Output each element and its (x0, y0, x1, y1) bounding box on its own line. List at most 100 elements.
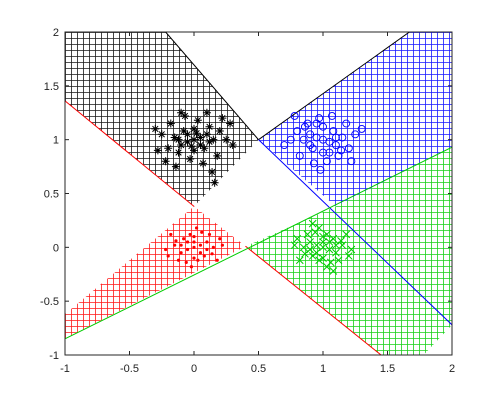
data-point (322, 157, 331, 166)
data-point (208, 167, 217, 176)
x-tick-label: 1.5 (380, 363, 395, 375)
series-3-dot-points (164, 226, 224, 269)
data-point (319, 243, 327, 252)
data-point (293, 127, 302, 136)
data-point (329, 267, 338, 275)
data-point (198, 251, 203, 255)
axis-ticks: -1 -0.5 0 0.5 1 1.5 2 -1 -0.5 0 0.5 1 1.5 2 (40, 27, 455, 375)
data-point (207, 232, 212, 237)
data-point (183, 137, 192, 146)
data-point (209, 135, 218, 144)
data-point (228, 141, 237, 150)
x-tick-label: 2 (449, 363, 455, 375)
data-point (171, 162, 180, 171)
data-point (188, 232, 192, 237)
data-point (205, 240, 209, 244)
y-tick-label: 1 (53, 135, 59, 147)
data-point (196, 258, 200, 262)
data-point (323, 230, 331, 239)
data-point (332, 241, 340, 250)
data-point (166, 119, 175, 128)
y-tick-label: 2 (53, 27, 59, 39)
data-point (315, 256, 323, 265)
boundary-line-4 (245, 245, 382, 355)
data-point (222, 135, 231, 144)
data-point (193, 116, 202, 125)
data-point (179, 127, 188, 136)
data-point (316, 165, 325, 174)
decision-boundaries (65, 32, 452, 355)
data-point (205, 122, 214, 131)
data-point (295, 151, 304, 160)
data-point (325, 148, 334, 157)
data-point (303, 230, 312, 239)
data-point (187, 142, 196, 151)
data-point (331, 141, 340, 150)
data-point (226, 119, 235, 128)
data-point (192, 256, 196, 260)
decision-region-4 (245, 147, 452, 355)
data-point (179, 243, 183, 247)
data-point (326, 258, 335, 267)
x-tick-label: -1 (60, 363, 70, 375)
data-point (325, 137, 334, 146)
data-point (299, 243, 308, 252)
data-point (218, 114, 227, 123)
data-point (213, 151, 222, 160)
boundary-line-1 (165, 32, 259, 140)
data-point (218, 237, 222, 241)
data-point (205, 137, 214, 146)
data-point (182, 237, 186, 241)
data-point (161, 157, 170, 166)
data-point (190, 135, 198, 144)
y-tick-label: 0.5 (44, 189, 59, 201)
data-point (334, 256, 343, 265)
boundary-line-3 (65, 100, 195, 207)
data-point (164, 247, 168, 252)
data-point (306, 245, 314, 254)
series-1-asterisk-points (151, 108, 237, 187)
data-point (310, 159, 318, 168)
data-point (177, 108, 186, 117)
data-point (306, 141, 315, 150)
data-point (301, 249, 309, 258)
data-point (151, 124, 160, 133)
data-point (293, 234, 302, 243)
data-point (319, 254, 327, 262)
series-4-cross-points (290, 219, 356, 275)
data-point (205, 247, 209, 252)
data-point (286, 135, 295, 144)
data-point (173, 243, 177, 247)
data-point (344, 144, 353, 153)
data-point (300, 122, 309, 131)
data-point (319, 122, 327, 131)
data-point (196, 141, 205, 150)
data-point (344, 252, 353, 260)
x-tick-label: 0 (191, 363, 197, 375)
data-point (299, 135, 308, 144)
decision-region-3 (65, 206, 246, 339)
data-point (202, 130, 211, 139)
data-point (192, 240, 196, 244)
y-tick-label: 0 (53, 242, 59, 254)
data-point (315, 114, 324, 123)
data-point (174, 135, 183, 144)
x-tick-label: 1 (320, 363, 326, 375)
data-point (290, 241, 299, 250)
data-point (290, 112, 299, 120)
data-point (351, 130, 360, 139)
data-point (338, 241, 347, 250)
data-point (332, 248, 340, 257)
decision-region-2 (258, 32, 452, 207)
data-point (196, 133, 205, 142)
data-point (215, 127, 224, 136)
data-point (166, 254, 170, 258)
data-point (210, 178, 219, 187)
data-point (153, 146, 162, 155)
x-tick-label: 0.5 (251, 363, 266, 375)
data-point (169, 232, 173, 237)
y-tick-label: -0.5 (40, 296, 59, 308)
data-points (151, 108, 366, 275)
data-point (202, 108, 211, 117)
